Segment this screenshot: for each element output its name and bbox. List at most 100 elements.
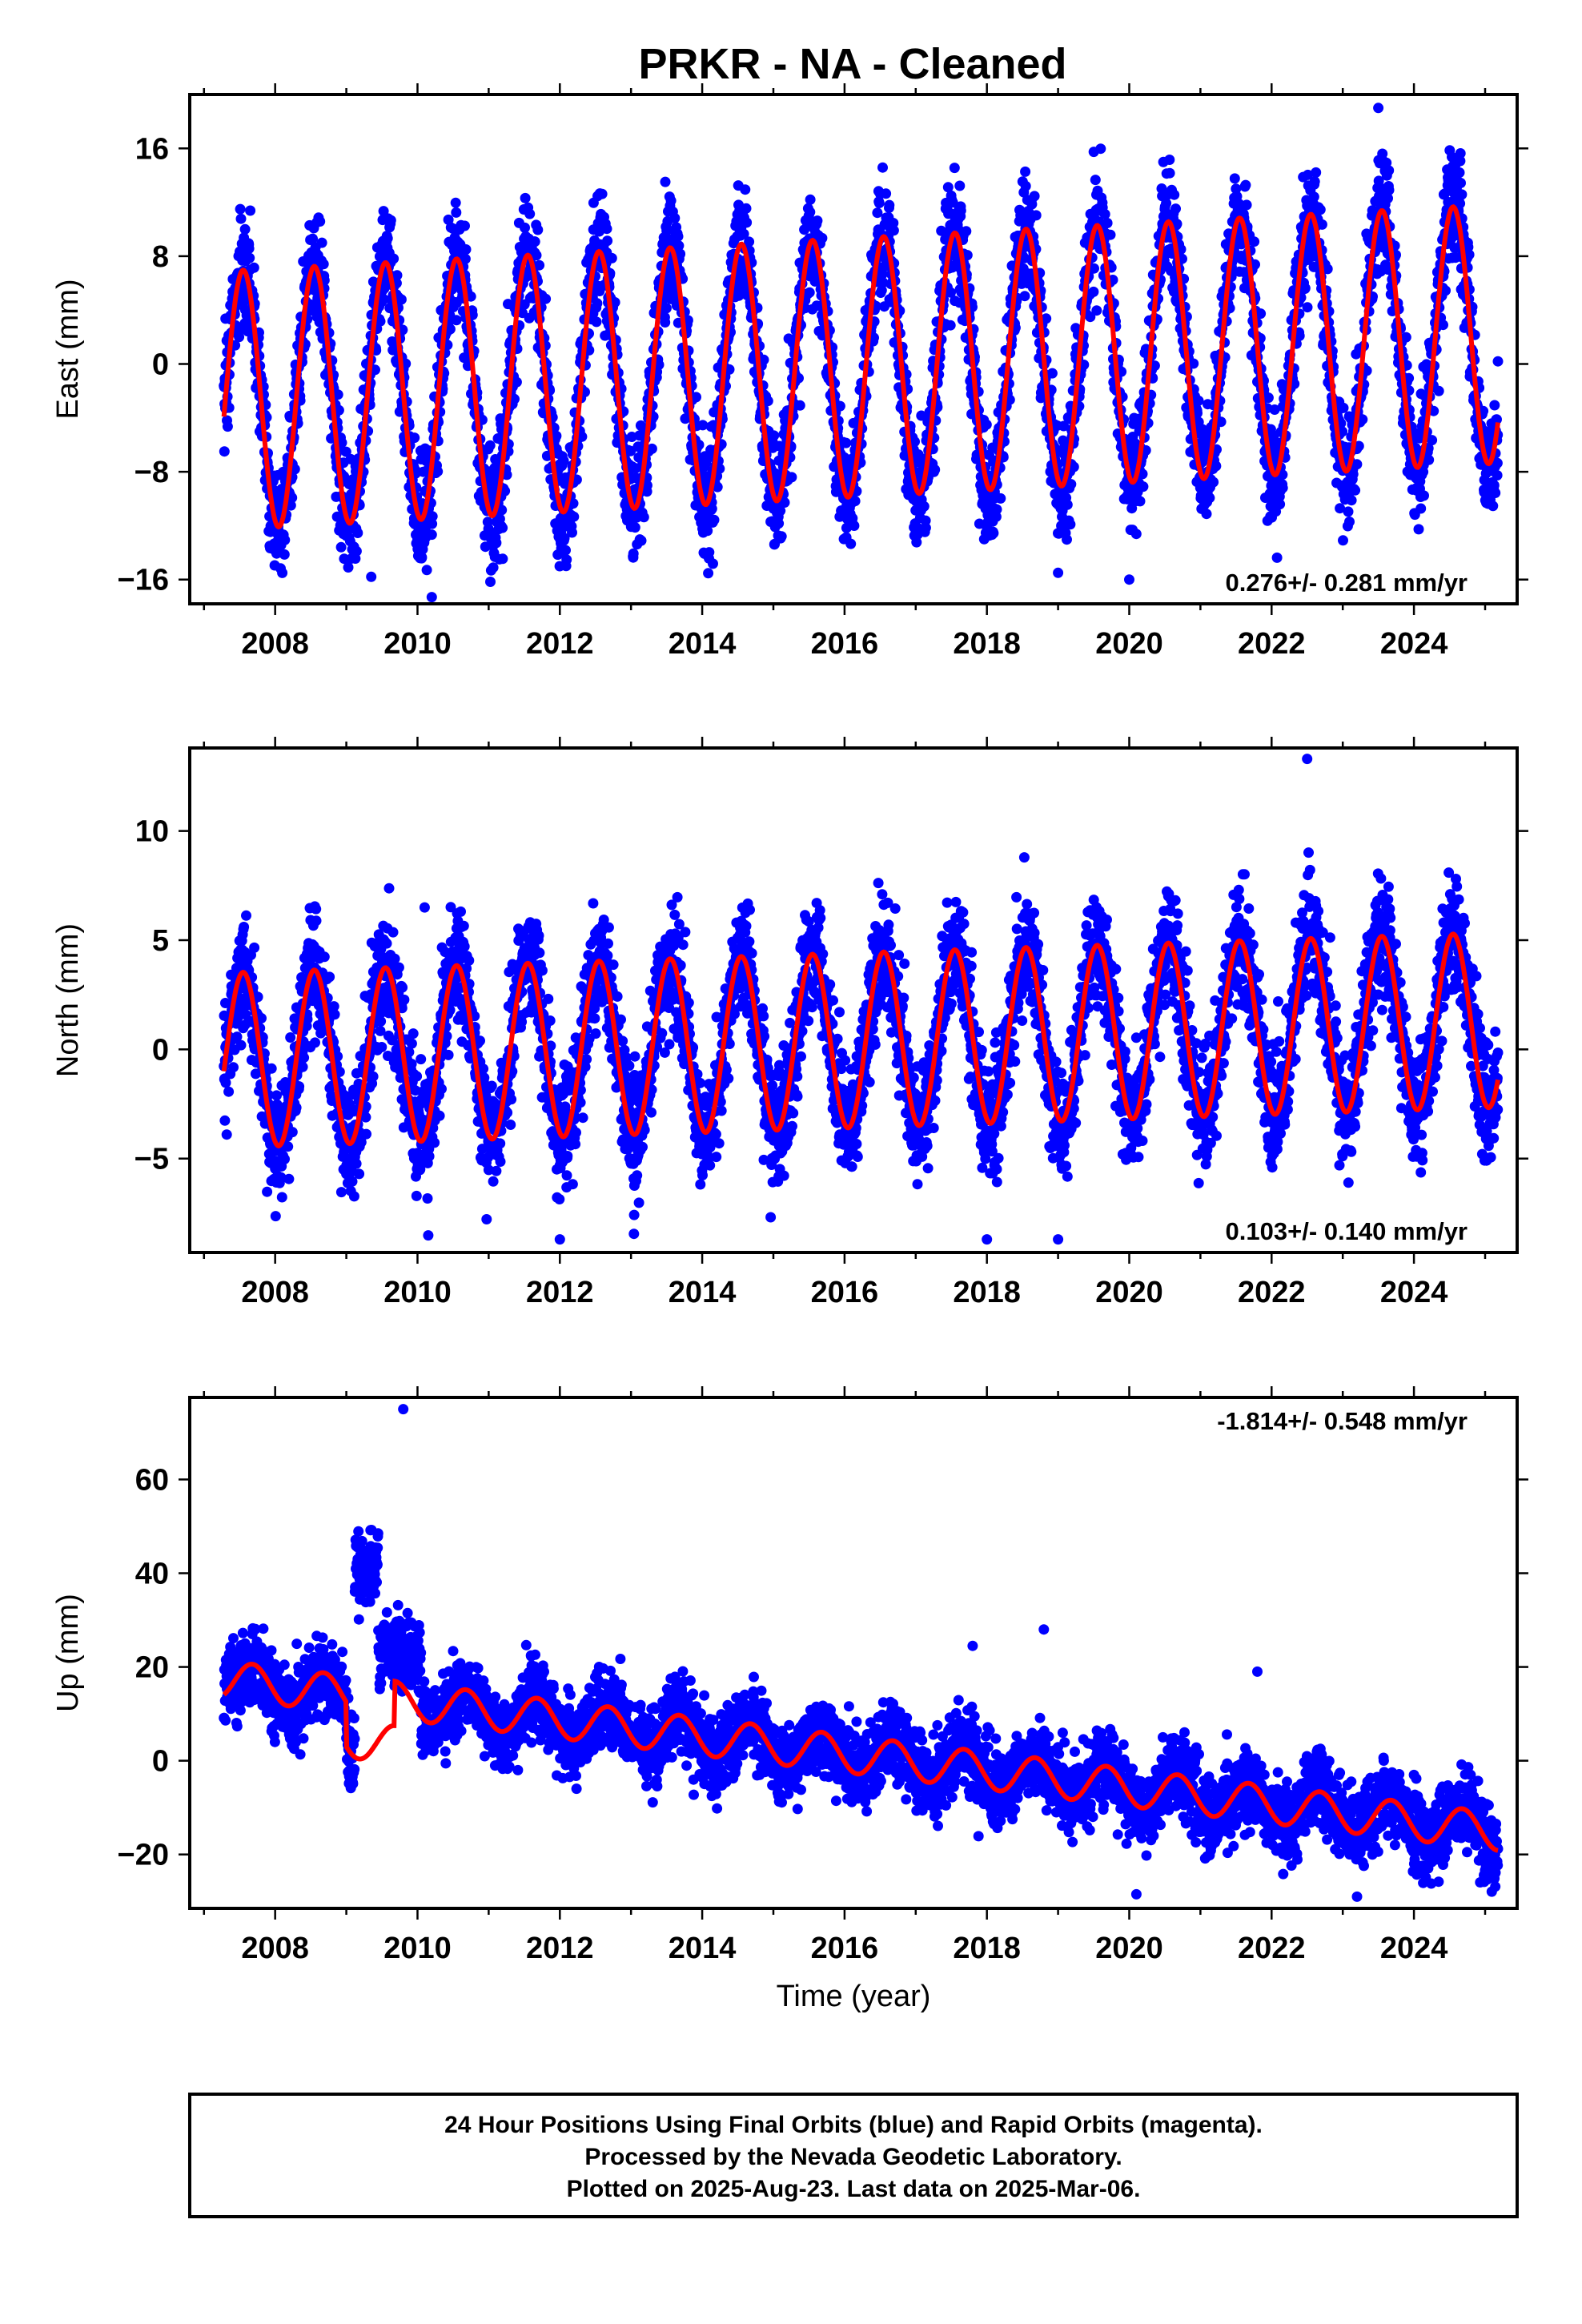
- east-data-point: [1065, 519, 1076, 530]
- east-data-point: [1193, 395, 1204, 406]
- east-data-point: [1315, 204, 1326, 215]
- east-data-point: [665, 195, 677, 207]
- east-data-point: [485, 577, 496, 587]
- east-data-point: [841, 437, 852, 448]
- east-data-point: [1309, 176, 1320, 187]
- east-data-point: [287, 493, 298, 503]
- east-data-point: [1170, 203, 1181, 215]
- east-data-point: [279, 549, 290, 560]
- chart-title: PRKR - NA - Cleaned: [638, 40, 1066, 88]
- east-data-point: [245, 205, 256, 216]
- east-data-point: [511, 376, 522, 388]
- east-data-point: [805, 207, 816, 218]
- east-data-point: [339, 553, 350, 565]
- east-data-point: [1201, 509, 1212, 520]
- east-data-point: [277, 567, 288, 578]
- east-data-point: [596, 188, 608, 199]
- east-data-point: [1419, 490, 1429, 501]
- east-data-point: [315, 216, 326, 227]
- east-data-point: [769, 430, 780, 441]
- east-data-point: [1275, 499, 1286, 510]
- east-data-point: [484, 440, 496, 451]
- east-data-point: [567, 527, 577, 538]
- east-data-point: [1241, 199, 1252, 211]
- east-data-point: [1169, 189, 1180, 200]
- east-data-point: [382, 233, 393, 244]
- east-data-point: [497, 553, 508, 565]
- east-data-point: [307, 233, 318, 244]
- east-data-point: [316, 237, 327, 248]
- east-data-point: [1164, 167, 1175, 179]
- east-data-point: [460, 220, 470, 231]
- east-data-point: [888, 225, 899, 236]
- east-data-point: [460, 244, 472, 255]
- east-data-point: [219, 446, 230, 457]
- east-data-point: [636, 535, 647, 546]
- east-data-point: [601, 223, 612, 235]
- east-data-point: [786, 472, 797, 483]
- east-data-point: [1030, 210, 1042, 221]
- east-data-point: [638, 512, 649, 523]
- east-data-point: [606, 252, 617, 263]
- east-data-point: [1164, 155, 1175, 165]
- east-data-point: [1271, 552, 1283, 563]
- east-data-point: [491, 537, 502, 549]
- east-data-point: [1344, 517, 1355, 527]
- east-data-point: [1211, 460, 1222, 472]
- east-data-point: [222, 421, 233, 432]
- east-data-point: [873, 198, 885, 208]
- east-data-point: [1102, 218, 1113, 228]
- east-data-point: [244, 252, 255, 263]
- east-data-point: [1413, 524, 1424, 535]
- east-data-point: [1338, 402, 1349, 413]
- east-data-point: [409, 432, 420, 444]
- east-data-point: [988, 528, 999, 539]
- east-data-point: [708, 558, 718, 569]
- east-data-point: [560, 545, 571, 556]
- east-data-point: [451, 207, 462, 218]
- east-data-point: [773, 518, 785, 529]
- east-data-point: [335, 541, 347, 553]
- east-data-point: [1130, 529, 1142, 540]
- east-data-point: [524, 208, 536, 219]
- east-data-point: [1433, 385, 1444, 396]
- east-data-point: [1456, 178, 1466, 188]
- east-data-point: [450, 197, 461, 208]
- east-data-point: [877, 162, 888, 173]
- east-panel: 2008 2010 2012 2014 2016 2018 2020 2022 2024−16−…: [51, 83, 1528, 661]
- east-data-point: [568, 511, 580, 522]
- east-data-point: [1383, 184, 1395, 195]
- east-data-point: [1090, 175, 1101, 186]
- east-data-point: [1263, 392, 1274, 404]
- east-data-point: [540, 293, 552, 304]
- east-data-point: [352, 528, 363, 538]
- east-data-point: [740, 184, 751, 195]
- east-data-point: [834, 400, 845, 412]
- east-data-point: [1091, 305, 1102, 316]
- east-data-point: [602, 235, 613, 247]
- east-data-point: [1423, 454, 1435, 465]
- east-data-point: [845, 538, 857, 549]
- east-data-point: [1343, 506, 1354, 517]
- east-data-point: [661, 303, 672, 314]
- east-data-point: [628, 548, 639, 559]
- east-data-point: [794, 400, 805, 411]
- east-data-point: [945, 320, 956, 331]
- east-data-point: [235, 203, 246, 215]
- east-data-point: [1105, 229, 1116, 240]
- east-data-point: [1415, 503, 1427, 514]
- east-data-point: [1019, 291, 1030, 302]
- east-data-point: [1204, 493, 1215, 504]
- east-data-point: [332, 389, 343, 400]
- east-data-point: [1134, 496, 1146, 507]
- east-data-point: [248, 262, 259, 273]
- east-data-point: [881, 188, 892, 199]
- east-data-point: [1095, 143, 1106, 155]
- east-data-point: [343, 562, 354, 573]
- east-data-point: [426, 529, 437, 541]
- east-data-point: [1066, 479, 1077, 490]
- east-data-point: [279, 534, 291, 545]
- east-data-point: [1099, 209, 1110, 219]
- east-data-point: [497, 522, 508, 533]
